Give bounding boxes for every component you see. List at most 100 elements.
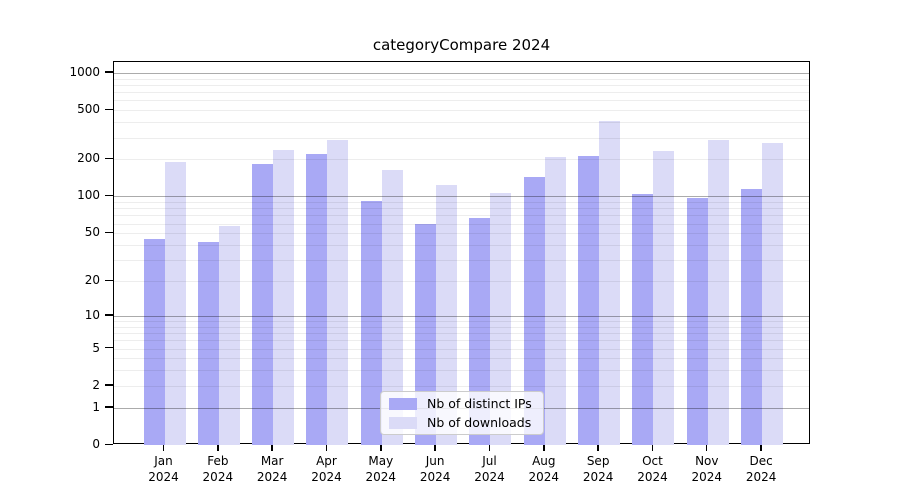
gridline-10 bbox=[114, 315, 809, 317]
gridlines-layer bbox=[114, 62, 809, 443]
gridline-8 bbox=[114, 326, 809, 328]
y-tick-label-10: 10 bbox=[84, 307, 100, 322]
gridline-900 bbox=[114, 78, 809, 80]
y-tick-mark-1000 bbox=[105, 71, 113, 73]
y-tick-mark-500 bbox=[105, 108, 113, 111]
bar-ips-may bbox=[360, 200, 382, 445]
gridline-300 bbox=[114, 137, 809, 139]
x-tick-mark-jan bbox=[162, 444, 165, 451]
x-tick-label-aug: Aug 2024 bbox=[528, 454, 560, 484]
y-tick-label-1: 1 bbox=[92, 399, 100, 414]
bar-ips-dec bbox=[741, 189, 763, 445]
y-tick-label-100: 100 bbox=[77, 188, 100, 203]
x-tick-label-feb: Feb 2024 bbox=[202, 454, 234, 484]
x-tick-label-apr: Apr 2024 bbox=[311, 454, 342, 484]
x-tick-label-nov: Nov 2024 bbox=[691, 454, 723, 484]
y-tick-mark-1 bbox=[105, 406, 113, 408]
bar-downloads-mar bbox=[273, 149, 295, 445]
legend-label-downloads: Nb of downloads bbox=[427, 415, 532, 430]
x-tick-mark-apr bbox=[325, 444, 328, 451]
y-tick-mark-10 bbox=[105, 314, 113, 316]
x-tick-mark-nov bbox=[706, 444, 708, 451]
bar-downloads-jan bbox=[164, 162, 186, 445]
bar-ips-mar bbox=[252, 163, 274, 445]
bar-ips-sep bbox=[578, 155, 600, 445]
x-tick-label-dec: Dec 2024 bbox=[745, 454, 777, 484]
bar-ips-jan bbox=[143, 238, 165, 445]
gridline-30 bbox=[114, 260, 809, 262]
y-tick-mark-200 bbox=[105, 157, 113, 160]
x-tick-mark-may bbox=[380, 444, 382, 451]
bar-downloads-oct bbox=[653, 150, 675, 445]
bar-downloads-sep bbox=[599, 120, 621, 445]
gridline-400 bbox=[114, 122, 809, 124]
y-tick-label-0: 0 bbox=[92, 437, 100, 451]
gridline-800 bbox=[114, 84, 809, 86]
y-tick-mark-20 bbox=[105, 279, 113, 281]
x-tick-mark-mar bbox=[271, 444, 273, 451]
bar-ips-oct bbox=[632, 194, 654, 445]
gridline-1000 bbox=[114, 72, 809, 74]
plot-area bbox=[113, 61, 810, 445]
y-tick-label-500: 500 bbox=[77, 102, 100, 117]
x-tick-label-sep: Sep 2024 bbox=[582, 454, 614, 484]
bar-ips-jul bbox=[469, 217, 491, 445]
gridline-600 bbox=[114, 100, 809, 102]
bar-ips-feb bbox=[197, 242, 219, 445]
gridline-500 bbox=[114, 110, 809, 112]
x-tick-label-jan: Jan 2024 bbox=[148, 454, 179, 484]
y-tick-label-5: 5 bbox=[92, 340, 100, 355]
bar-downloads-may bbox=[381, 169, 403, 445]
bar-downloads-nov bbox=[707, 140, 729, 445]
gridline-7 bbox=[114, 333, 809, 335]
x-tick-label-jul: Jul 2024 bbox=[474, 454, 505, 484]
x-tick-label-jun: Jun 2024 bbox=[419, 454, 451, 484]
gridline-70 bbox=[114, 215, 809, 217]
legend-label-ips: Nb of distinct IPs bbox=[427, 396, 532, 411]
legend-swatch-ips bbox=[389, 397, 417, 410]
gridline-100 bbox=[114, 196, 809, 198]
bar-downloads-jun bbox=[436, 184, 458, 445]
x-tick-mark-jun bbox=[434, 444, 436, 451]
y-tick-mark-0 bbox=[105, 443, 113, 445]
legend: Nb of distinct IPs Nb of downloads bbox=[380, 391, 544, 435]
gridline-20 bbox=[114, 281, 809, 283]
y-tick-label-50: 50 bbox=[84, 225, 100, 240]
x-tick-mark-dec bbox=[760, 444, 762, 451]
x-tick-mark-jul bbox=[488, 444, 491, 451]
x-tick-mark-aug bbox=[543, 444, 545, 451]
bar-ips-nov bbox=[686, 198, 708, 445]
gridline-90 bbox=[114, 202, 809, 204]
gridline-80 bbox=[114, 208, 809, 210]
bar-ips-apr bbox=[306, 154, 328, 445]
bar-ips-jun bbox=[415, 223, 437, 445]
gridline-200 bbox=[114, 159, 809, 161]
gridline-60 bbox=[114, 223, 809, 225]
y-tick-label-2: 2 bbox=[92, 377, 100, 392]
legend-entry-downloads: Nb of downloads bbox=[389, 415, 535, 430]
bar-downloads-apr bbox=[327, 140, 349, 445]
legend-swatch-downloads bbox=[389, 416, 417, 429]
bar-downloads-jul bbox=[490, 192, 512, 445]
y-tick-label-200: 200 bbox=[77, 151, 100, 166]
bar-downloads-dec bbox=[762, 143, 784, 445]
gridline-2 bbox=[114, 385, 809, 387]
bars-layer bbox=[114, 62, 809, 445]
x-tick-label-oct: Oct 2024 bbox=[637, 454, 668, 484]
gridline-5 bbox=[114, 348, 809, 350]
gridline-40 bbox=[114, 245, 809, 246]
bar-downloads-aug bbox=[544, 156, 566, 445]
x-tick-mark-oct bbox=[651, 444, 654, 451]
y-tick-label-20: 20 bbox=[84, 273, 100, 288]
gridline-4 bbox=[114, 358, 809, 360]
y-tick-mark-5 bbox=[105, 347, 113, 349]
x-tick-mark-sep bbox=[597, 444, 599, 451]
gridline-3 bbox=[114, 370, 809, 372]
gridline-50 bbox=[114, 233, 809, 235]
gridline-6 bbox=[114, 340, 809, 342]
y-tick-mark-50 bbox=[105, 231, 113, 234]
bar-downloads-feb bbox=[218, 226, 240, 445]
y-tick-mark-2 bbox=[105, 384, 113, 386]
x-tick-label-mar: Mar 2024 bbox=[256, 454, 288, 484]
